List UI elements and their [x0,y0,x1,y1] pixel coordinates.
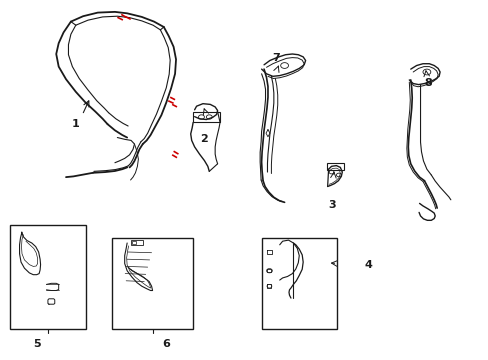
Bar [10,225,85,329]
Text: 8: 8 [423,78,431,88]
Text: 7: 7 [272,53,280,63]
Bar [193,112,220,122]
Bar [131,240,143,245]
Text: 1: 1 [72,119,80,129]
Text: 2: 2 [200,134,208,144]
Text: 5: 5 [33,339,41,349]
Text: 3: 3 [328,200,336,210]
Bar [261,238,337,329]
Bar [326,163,344,170]
Bar [112,238,193,329]
Text: 6: 6 [162,339,170,349]
Bar [132,241,136,244]
Text: 4: 4 [364,260,371,270]
